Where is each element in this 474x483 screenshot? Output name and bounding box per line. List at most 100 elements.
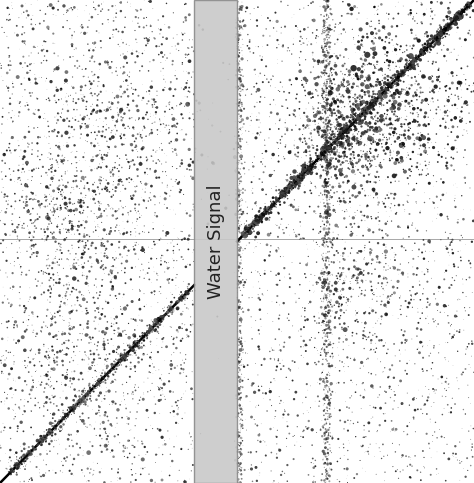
Point	[304, 170, 311, 178]
Point	[36, 20, 44, 28]
Point	[0, 426, 5, 434]
Point	[319, 378, 327, 385]
Point	[445, 261, 453, 269]
Point	[393, 87, 401, 95]
Point	[237, 337, 245, 345]
Point	[431, 257, 438, 265]
Point	[355, 270, 363, 278]
Point	[363, 100, 371, 108]
Point	[373, 30, 380, 38]
Point	[237, 205, 245, 213]
Point	[329, 228, 337, 236]
Point	[94, 214, 101, 222]
Point	[238, 422, 246, 429]
Point	[14, 254, 22, 262]
Point	[34, 440, 42, 448]
Point	[91, 165, 99, 173]
Point	[442, 154, 450, 162]
Point	[372, 34, 379, 42]
Point	[313, 258, 320, 266]
Point	[81, 233, 88, 241]
Point	[257, 215, 264, 223]
Point	[339, 280, 346, 287]
Point	[36, 156, 44, 164]
Point	[235, 475, 242, 483]
Point	[298, 169, 305, 177]
Point	[47, 398, 55, 406]
Point	[139, 196, 147, 204]
Point	[357, 100, 365, 108]
Point	[110, 304, 118, 312]
Point	[314, 107, 321, 114]
Point	[51, 351, 58, 358]
Point	[325, 168, 332, 176]
Point	[290, 111, 298, 119]
Point	[412, 57, 420, 65]
Point	[407, 291, 415, 299]
Point	[146, 165, 154, 172]
Point	[79, 330, 86, 338]
Point	[309, 141, 316, 149]
Point	[6, 16, 14, 24]
Point	[402, 57, 410, 64]
Point	[321, 294, 329, 302]
Point	[353, 119, 360, 127]
Point	[334, 130, 342, 138]
Point	[325, 148, 333, 156]
Point	[325, 204, 332, 212]
Point	[46, 430, 54, 438]
Point	[325, 396, 333, 404]
Point	[348, 332, 356, 340]
Point	[257, 213, 264, 220]
Point	[354, 114, 361, 122]
Point	[239, 87, 247, 95]
Point	[257, 315, 264, 323]
Point	[406, 401, 413, 409]
Point	[6, 57, 14, 65]
Point	[396, 266, 403, 274]
Point	[86, 57, 94, 65]
Point	[66, 451, 74, 459]
Point	[146, 21, 154, 28]
Point	[118, 354, 125, 362]
Point	[106, 188, 113, 196]
Point	[169, 306, 176, 313]
Point	[382, 252, 389, 259]
Point	[316, 109, 323, 116]
Point	[274, 209, 282, 216]
Point	[38, 441, 46, 449]
Point	[412, 57, 420, 64]
Point	[47, 425, 55, 433]
Point	[132, 347, 140, 355]
Point	[329, 271, 337, 279]
Point	[163, 35, 171, 43]
Point	[320, 384, 328, 392]
Point	[118, 332, 125, 340]
Point	[413, 57, 421, 65]
Point	[325, 14, 333, 21]
Point	[310, 57, 318, 65]
Point	[239, 24, 246, 32]
Point	[38, 328, 46, 336]
Point	[361, 103, 368, 111]
Point	[457, 10, 465, 18]
Point	[312, 111, 320, 118]
Point	[81, 259, 88, 267]
Point	[326, 211, 333, 219]
Point	[445, 380, 453, 388]
Point	[81, 149, 88, 157]
Point	[100, 226, 108, 234]
Point	[255, 86, 262, 94]
Point	[401, 67, 409, 75]
Point	[235, 5, 242, 13]
Point	[269, 72, 276, 80]
Point	[23, 161, 31, 169]
Point	[171, 294, 178, 301]
Point	[420, 255, 428, 263]
Point	[399, 72, 407, 80]
Point	[447, 116, 455, 124]
Point	[235, 119, 243, 127]
Point	[337, 169, 344, 176]
Point	[58, 330, 66, 338]
Point	[400, 166, 407, 173]
